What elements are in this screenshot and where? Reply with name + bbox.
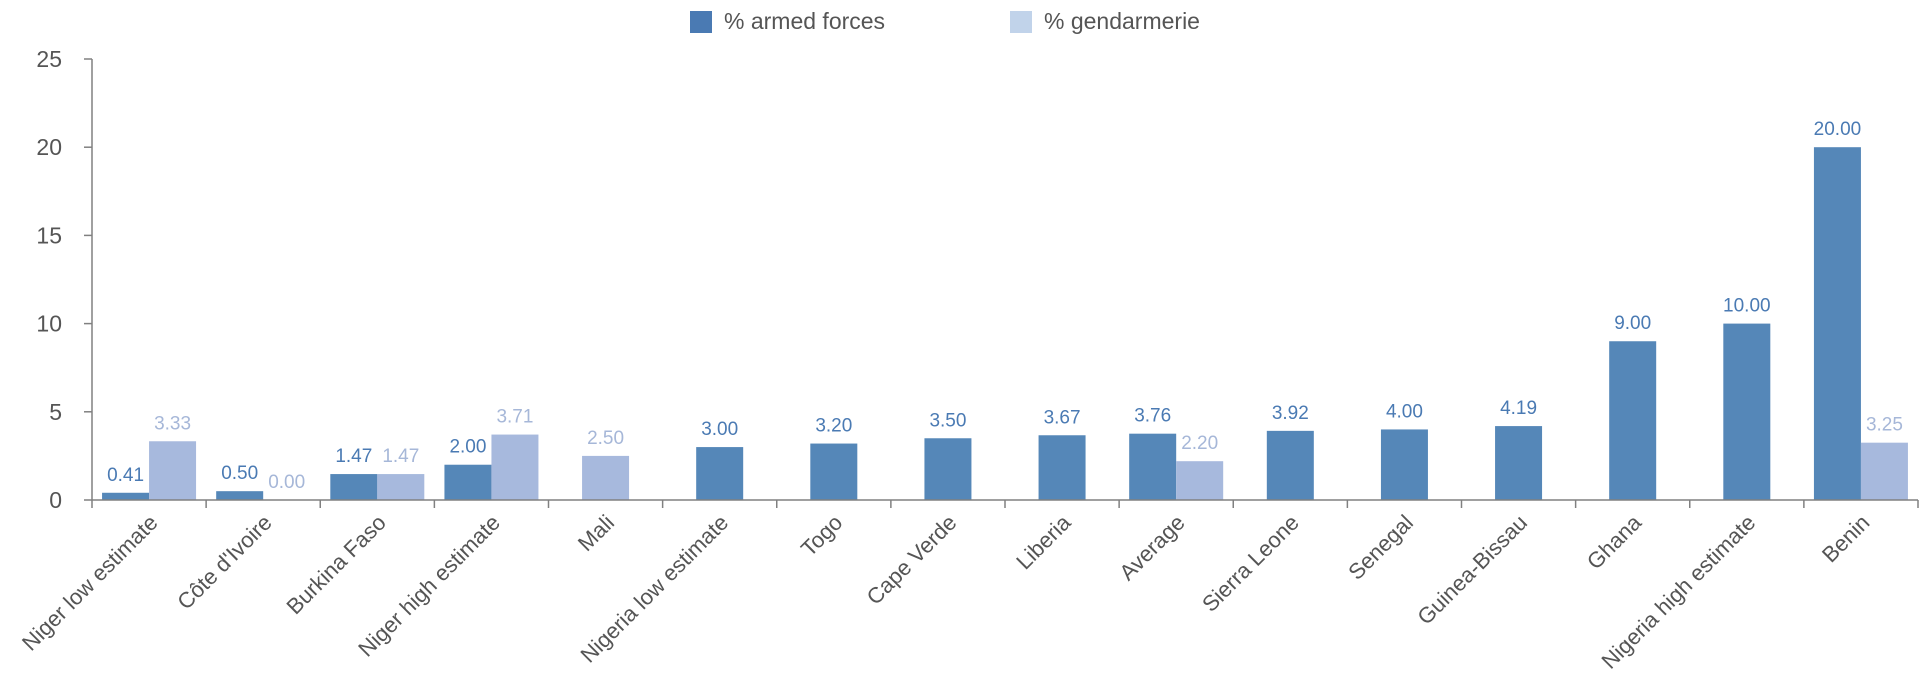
data-label-gendarmerie: 3.71	[496, 407, 533, 428]
bar-gendarmerie	[1860, 442, 1908, 500]
data-label-armed-forces: 0.50	[221, 463, 258, 484]
data-label-gendarmerie: 3.25	[1866, 415, 1903, 436]
data-label-armed-forces: 3.92	[1272, 403, 1309, 424]
bar-gendarmerie	[491, 434, 539, 500]
y-tick-label: 10	[36, 311, 62, 337]
bar-armed-forces	[216, 491, 264, 500]
y-tick-label: 0	[49, 487, 62, 513]
legend-swatch-gendarmerie	[1010, 10, 1032, 33]
bar-gendarmerie	[1176, 461, 1224, 500]
data-label-gendarmerie: 2.20	[1181, 433, 1218, 454]
bar-armed-forces	[1813, 147, 1861, 500]
x-category-label: Ghana	[1582, 509, 1647, 574]
data-label-armed-forces: 4.00	[1386, 401, 1423, 422]
data-label-armed-forces: 0.41	[107, 465, 144, 486]
data-label-armed-forces: 3.50	[929, 410, 966, 431]
y-tick-label: 20	[36, 134, 62, 160]
x-category-label: Senegal	[1343, 510, 1418, 585]
bar-armed-forces	[1723, 323, 1771, 500]
bar-gendarmerie	[582, 455, 630, 500]
legend-label-gendarmerie: % gendarmerie	[1044, 8, 1200, 34]
bar-gendarmerie	[149, 441, 197, 500]
x-category-label: Guinea-Bissau	[1412, 510, 1532, 630]
bar-armed-forces	[810, 443, 858, 500]
bar-armed-forces	[444, 464, 492, 500]
data-label-armed-forces: 3.76	[1134, 406, 1171, 427]
y-tick-label: 15	[36, 222, 62, 248]
data-label-armed-forces: 4.19	[1500, 398, 1537, 419]
bar-armed-forces	[1495, 426, 1543, 500]
bar-armed-forces	[1129, 433, 1177, 500]
x-category-label: Togo	[796, 510, 847, 561]
data-label-armed-forces: 3.20	[815, 416, 852, 437]
data-label-armed-forces: 20.00	[1814, 119, 1862, 140]
x-category-label: Cape Verde	[862, 510, 962, 610]
x-category-label: Average	[1114, 510, 1189, 585]
x-category-label: Benin	[1817, 510, 1874, 567]
data-label-armed-forces: 10.00	[1723, 296, 1771, 317]
data-label-armed-forces: 3.00	[701, 419, 738, 440]
bar-armed-forces	[1380, 429, 1428, 500]
bar-armed-forces	[102, 492, 150, 500]
data-label-gendarmerie: 3.33	[154, 413, 191, 434]
data-label-armed-forces: 3.67	[1044, 407, 1081, 428]
data-label-armed-forces: 2.00	[449, 437, 486, 458]
y-tick-label: 25	[36, 46, 62, 72]
bar-armed-forces	[924, 438, 972, 500]
legend-item-gendarmerie: % gendarmerie	[1010, 8, 1200, 35]
bar-armed-forces	[696, 447, 744, 500]
bar-armed-forces	[1038, 435, 1086, 500]
data-label-gendarmerie: 0.00	[268, 472, 305, 493]
legend-label-armed-forces: % armed forces	[724, 8, 886, 34]
bar-gendarmerie	[377, 474, 425, 500]
y-tick-label: 5	[49, 399, 62, 425]
chart-legend: % armed forces % gendarmerie	[0, 4, 1930, 38]
x-category-label: Liberia	[1011, 509, 1076, 574]
x-category-label: Sierra Leone	[1197, 510, 1304, 617]
x-category-label: Burkina Faso	[282, 510, 391, 619]
data-label-armed-forces: 1.47	[335, 446, 372, 467]
x-category-label: Mali	[573, 510, 619, 556]
x-category-label: Côte d'Ivoire	[172, 510, 277, 615]
data-label-armed-forces: 9.00	[1614, 313, 1651, 334]
data-label-gendarmerie: 2.50	[587, 428, 624, 449]
bar-armed-forces	[330, 474, 378, 500]
legend-item-armed-forces: % armed forces	[690, 8, 885, 35]
bar-armed-forces	[1609, 341, 1657, 500]
data-label-gendarmerie: 1.47	[382, 446, 419, 467]
bar-armed-forces	[1266, 430, 1314, 500]
legend-swatch-armed-forces	[690, 10, 712, 33]
x-category-label: Niger low estimate	[17, 510, 163, 656]
